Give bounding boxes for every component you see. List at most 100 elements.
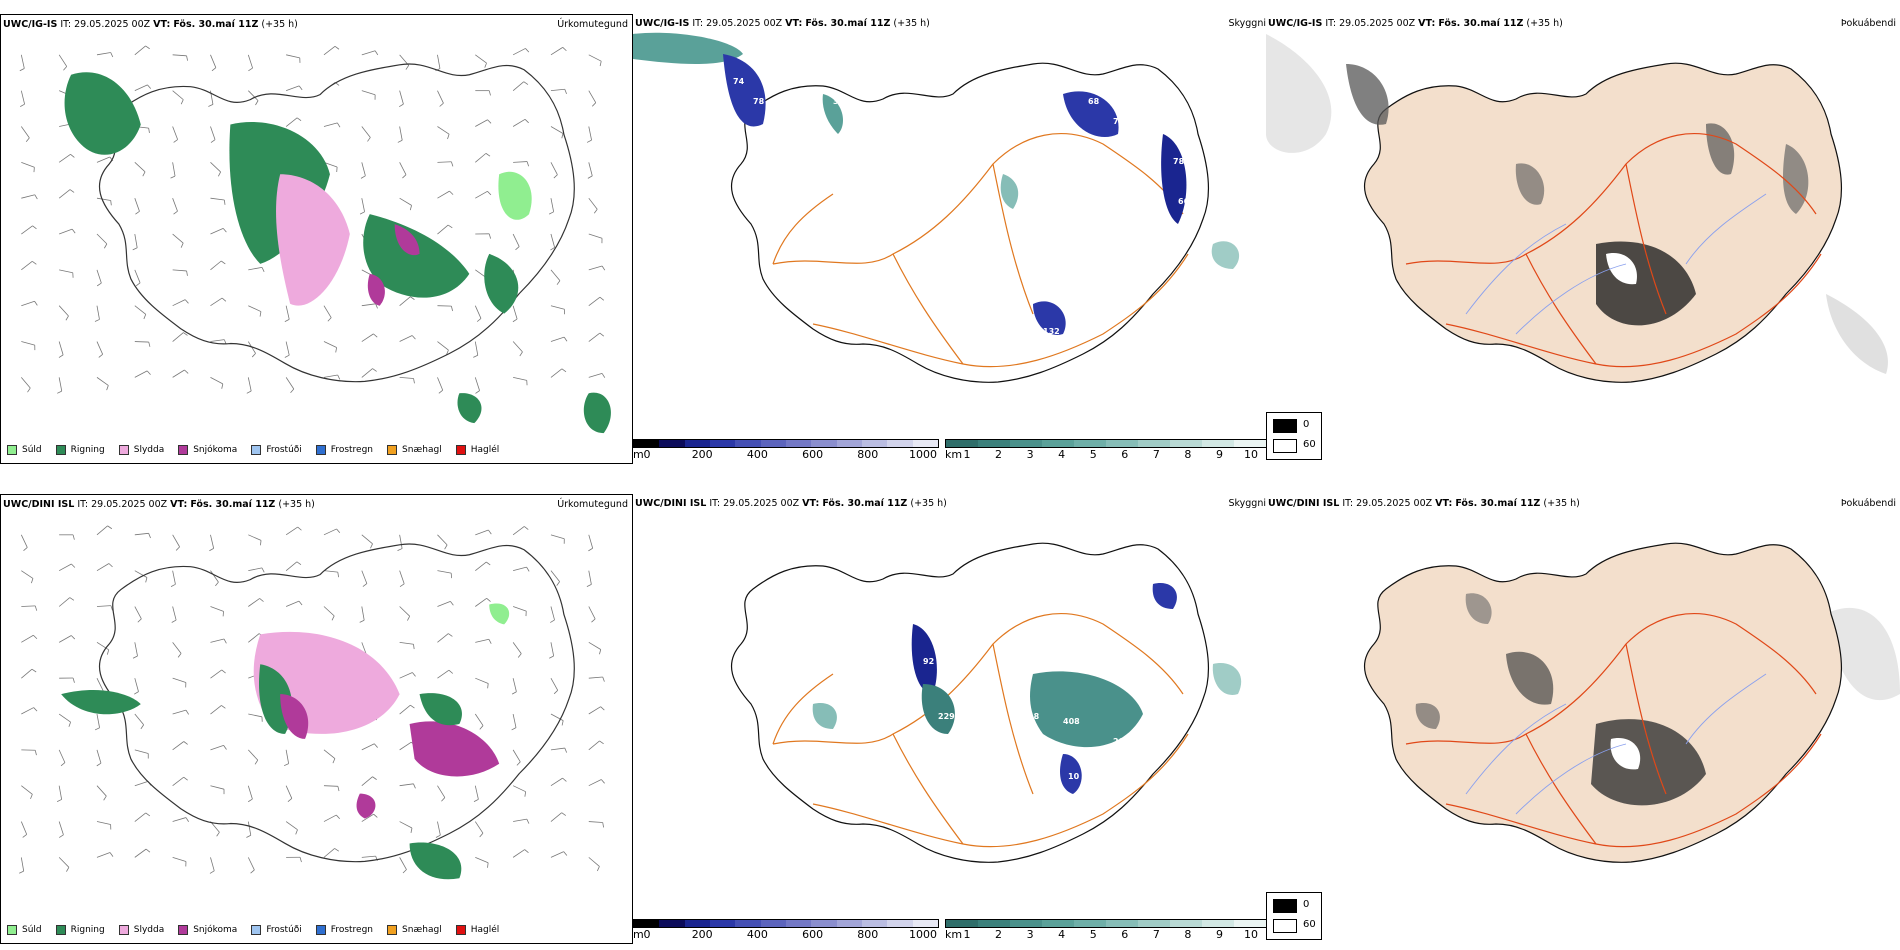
- precip-legend: Súld Rigning Slydda Snjókoma Frostúði Frostre…: [7, 445, 499, 455]
- wind-barb-tick: [486, 598, 491, 602]
- wind-barb: [437, 570, 452, 574]
- wind-barb: [323, 528, 337, 536]
- legend-label: Frostúði: [266, 445, 302, 455]
- colorbar-tick: 2: [995, 448, 1003, 461]
- legend-item: Rigning: [55, 445, 105, 455]
- colorbar-segment: [785, 920, 812, 927]
- cloud-base-label: 132: [1043, 327, 1060, 336]
- wind-barb-tick: [362, 583, 368, 587]
- fog-blobs: [1415, 593, 1706, 806]
- wind-barb: [361, 570, 368, 584]
- wind-barb: [512, 713, 517, 728]
- wind-barb-tick: [287, 798, 293, 802]
- colorbar-segment: [735, 440, 761, 447]
- wind-barb-tick: [103, 795, 107, 801]
- wind-barb-tick: [108, 563, 113, 568]
- wind-barb: [134, 848, 147, 858]
- wind-barb: [172, 606, 177, 621]
- wind-barb: [399, 162, 407, 175]
- wind-barb: [172, 269, 187, 272]
- wind-barb: [172, 369, 185, 378]
- wind-barb-tick: [299, 857, 302, 863]
- legend-swatch: [315, 925, 326, 935]
- clouds-map: 74 78 68 70 78 66 375 89 132 37: [633, 32, 1240, 383]
- wind-barb-tick: [448, 669, 454, 674]
- legend-item: Frostregn: [315, 445, 373, 455]
- legend-swatch: [178, 925, 189, 935]
- wind-barb-tick: [19, 68, 25, 72]
- legend-label: Snæhagl: [402, 925, 442, 935]
- legend-item: Frostregn: [315, 925, 373, 935]
- legend-item: Snæhagl: [387, 445, 442, 455]
- wind-barb: [134, 84, 148, 92]
- panel-title: UWC/DINI ISL IT: 29.05.2025 00Z VT: Fös.…: [3, 499, 315, 510]
- colorbar-tick: 400: [746, 448, 768, 461]
- wind-barb-tick: [20, 103, 25, 107]
- wind-barb: [550, 368, 563, 378]
- cloud-blobs: [812, 583, 1242, 794]
- wind-barb: [323, 45, 336, 56]
- wind-barb: [96, 156, 110, 163]
- colorbar-segment: [978, 440, 1010, 447]
- wind-barb-tick: [561, 812, 567, 816]
- wind-barb-tick: [334, 848, 340, 852]
- wind-barb: [285, 85, 300, 92]
- wind-barb-tick: [413, 644, 415, 650]
- wind-barb-tick: [473, 798, 479, 802]
- wind-barb: [134, 45, 146, 56]
- wind-barb: [474, 821, 484, 834]
- wind-barb-tick: [22, 834, 27, 838]
- wind-barb-tick: [397, 548, 403, 552]
- wind-barb: [58, 189, 71, 199]
- wind-barb-tick: [524, 791, 527, 797]
- cloud-base-label: 408: [1063, 717, 1080, 726]
- wind-barb-tick: [290, 388, 295, 393]
- wind-barb: [588, 676, 603, 679]
- wind-barb: [323, 848, 335, 858]
- fog-legend-white: [1273, 439, 1297, 453]
- colorbar-segment: [659, 920, 685, 927]
- wind-barb-tick: [373, 813, 378, 818]
- legend-item: Súld: [7, 925, 42, 935]
- wind-barb: [58, 305, 69, 317]
- wind-barb-tick: [211, 67, 217, 72]
- wind-barb-tick: [599, 740, 604, 745]
- wind-barb: [210, 669, 222, 679]
- wind-barb: [58, 153, 71, 163]
- wind-barb: [96, 377, 109, 386]
- wind-barb: [550, 269, 561, 281]
- wind-barb-tick: [222, 228, 227, 233]
- wind-barb-tick: [170, 583, 176, 587]
- wind-barb: [399, 335, 413, 342]
- wind-barb: [588, 642, 601, 650]
- wind-barb: [172, 126, 178, 140]
- wind-barb: [588, 373, 603, 378]
- wind-barb: [96, 563, 110, 572]
- wind-barb: [21, 225, 33, 235]
- precip-blobs: [64, 72, 611, 434]
- wind-barb: [550, 747, 565, 751]
- wind-barb: [550, 534, 565, 540]
- wind-barb-tick: [562, 47, 567, 52]
- wind-barb: [20, 857, 25, 872]
- legend-item: Snjókoma: [178, 925, 237, 935]
- wind-barb-tick: [412, 672, 416, 677]
- legend-swatch: [251, 925, 262, 935]
- fog-legend-low: 0: [1303, 419, 1310, 430]
- wind-barb-tick: [523, 81, 529, 85]
- panel-name: Þokuábendi: [1840, 18, 1896, 29]
- legend-swatch: [387, 925, 398, 935]
- colorbar-segment: [1042, 440, 1074, 447]
- wind-barb-tick: [599, 649, 602, 655]
- wind-barb: [323, 570, 338, 573]
- wind-barb-tick: [599, 332, 605, 337]
- colorbar-segment: [1202, 920, 1234, 927]
- wind-barb: [399, 704, 411, 715]
- colorbar-segment: [684, 920, 710, 927]
- wind-barb: [134, 749, 149, 754]
- wind-barb: [134, 532, 149, 536]
- visibility-colorbar: [945, 919, 1266, 928]
- wind-barb-tick: [25, 137, 30, 142]
- wind-barb-tick: [488, 529, 492, 535]
- iceland-outline: [730, 62, 1210, 383]
